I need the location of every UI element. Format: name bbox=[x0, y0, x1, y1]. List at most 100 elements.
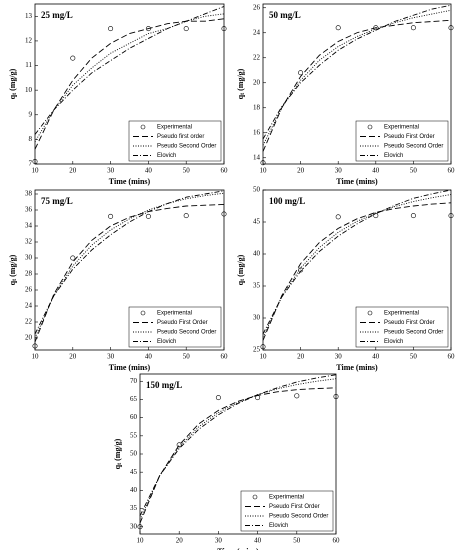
data-point bbox=[145, 26, 151, 32]
legend-label: Pseudo First Order bbox=[269, 504, 320, 510]
data-point bbox=[260, 344, 266, 350]
x-tick-label: 20 bbox=[69, 167, 77, 175]
data-point bbox=[108, 26, 114, 32]
fit-line bbox=[34, 192, 225, 339]
data-point bbox=[137, 524, 143, 530]
x-tick-label: 50 bbox=[183, 353, 191, 361]
legend-label: Elovich bbox=[269, 523, 288, 529]
y-tick-label: 22 bbox=[253, 53, 261, 61]
x-tick-label: 20 bbox=[297, 353, 305, 361]
panel-title: 25 mg/L bbox=[41, 10, 73, 20]
x-tick-label: 60 bbox=[221, 353, 229, 361]
legend-box bbox=[355, 120, 449, 162]
x-tick-label: 40 bbox=[145, 167, 153, 175]
x-tick-label: 20 bbox=[69, 353, 77, 361]
legend-label: Elovich bbox=[384, 339, 403, 345]
y-tick-label: 9 bbox=[29, 110, 33, 118]
y-tick-label: 24 bbox=[253, 28, 261, 36]
y-axis-label: qt (mg/g) bbox=[8, 254, 19, 285]
fit-line bbox=[262, 4, 452, 140]
y-label-unit: (mg/g) bbox=[236, 254, 245, 277]
y-tick-label: 16 bbox=[253, 128, 261, 136]
y-tick-label: 30 bbox=[25, 254, 33, 262]
legend-marker bbox=[252, 494, 258, 500]
y-tick-label: 34 bbox=[25, 222, 33, 230]
fit-line bbox=[34, 203, 225, 343]
y-label-symbol: q bbox=[8, 280, 17, 285]
y-axis-label: qt (mg/g) bbox=[236, 254, 247, 285]
y-label-symbol: q bbox=[8, 94, 17, 99]
y-tick-label: 30 bbox=[253, 314, 261, 322]
data-point bbox=[221, 211, 227, 217]
y-label-subscript: t bbox=[240, 279, 246, 281]
legend-label: Elovich bbox=[384, 153, 403, 159]
x-tick-label: 40 bbox=[372, 353, 380, 361]
y-tick-label: 45 bbox=[130, 468, 138, 476]
fit-line bbox=[262, 19, 452, 152]
y-label-subscript: t bbox=[12, 279, 18, 281]
legend-label: Pseudo Second Order bbox=[157, 144, 216, 150]
x-tick-label: 10 bbox=[137, 537, 145, 545]
fit-line bbox=[139, 378, 337, 520]
legend-box bbox=[355, 306, 449, 348]
y-tick-label: 55 bbox=[130, 431, 138, 439]
x-tick-label: 60 bbox=[333, 537, 341, 545]
data-point bbox=[108, 213, 114, 219]
legend-label: Elovich bbox=[157, 153, 176, 159]
data-point bbox=[448, 213, 454, 219]
data-point bbox=[335, 214, 341, 220]
y-tick-label: 10 bbox=[25, 86, 33, 94]
data-point bbox=[335, 25, 341, 31]
x-tick-label: 40 bbox=[254, 537, 262, 545]
fit-line bbox=[262, 202, 452, 341]
fit-line bbox=[34, 190, 225, 335]
fit-line bbox=[262, 9, 452, 146]
data-point bbox=[32, 159, 38, 165]
y-tick-label: 50 bbox=[253, 186, 261, 194]
fit-line bbox=[34, 13, 225, 143]
x-axis-label: Time (mins) bbox=[336, 363, 378, 372]
y-tick-label: 40 bbox=[130, 486, 138, 494]
x-tick-label: 50 bbox=[410, 353, 418, 361]
x-tick-label: 40 bbox=[372, 167, 380, 175]
legend-marker bbox=[367, 310, 373, 316]
y-tick-label: 18 bbox=[253, 103, 261, 111]
data-point bbox=[294, 393, 300, 399]
y-label-subscript: t bbox=[117, 463, 123, 465]
x-tick-label: 50 bbox=[410, 167, 418, 175]
data-point bbox=[298, 70, 304, 76]
fit-line bbox=[262, 189, 452, 335]
x-tick-label: 10 bbox=[32, 353, 40, 361]
y-tick-label: 30 bbox=[130, 522, 138, 530]
x-tick-label: 40 bbox=[145, 353, 153, 361]
legend-label: Experimental bbox=[384, 125, 419, 131]
y-axis-label: qt (mg/g) bbox=[113, 438, 124, 469]
legend-label: Pseudo Second Order bbox=[157, 330, 216, 336]
data-point bbox=[448, 25, 454, 31]
x-tick-label: 30 bbox=[107, 353, 115, 361]
x-tick-label: 20 bbox=[176, 537, 184, 545]
legend-label: Experimental bbox=[157, 125, 192, 131]
y-tick-label: 13 bbox=[25, 12, 33, 20]
x-tick-label: 30 bbox=[107, 167, 115, 175]
x-tick-label: 30 bbox=[335, 353, 343, 361]
x-tick-label: 60 bbox=[221, 167, 229, 175]
x-tick-label: 10 bbox=[32, 167, 40, 175]
y-tick-label: 32 bbox=[25, 238, 33, 246]
x-tick-label: 10 bbox=[260, 167, 268, 175]
fit-line bbox=[262, 194, 452, 338]
legend-label: Elovich bbox=[157, 339, 176, 345]
legend-label: Pseudo Second Order bbox=[384, 330, 443, 336]
legend-label: Pseudo Second Order bbox=[384, 144, 443, 150]
data-point bbox=[260, 160, 266, 166]
data-point bbox=[298, 267, 304, 273]
data-point bbox=[215, 395, 221, 401]
data-point bbox=[410, 213, 416, 219]
y-label-unit: (mg/g) bbox=[8, 254, 17, 277]
data-point bbox=[333, 394, 339, 400]
data-point bbox=[145, 213, 151, 219]
legend-box bbox=[240, 490, 334, 532]
y-tick-label: 45 bbox=[253, 218, 261, 226]
fit-line bbox=[139, 374, 337, 517]
